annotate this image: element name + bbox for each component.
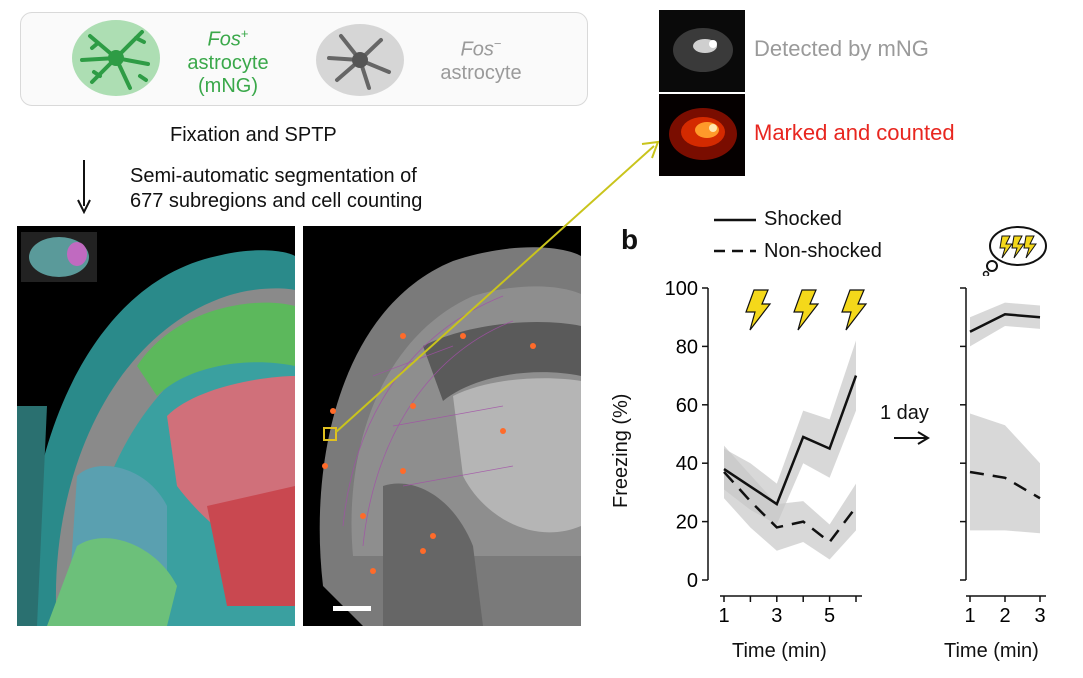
one-day-arrow-icon: [894, 431, 930, 445]
shock-bolt-icon: [745, 289, 772, 331]
fos-negative-astrocyte-icon: [316, 24, 404, 96]
x-tick-label: 1: [964, 605, 975, 627]
x-axis-title-right: Time (min): [944, 640, 1039, 662]
error-band-0: [970, 302, 1040, 347]
panel-letter-b: b: [621, 224, 639, 255]
shock-bolt-icon: [841, 289, 868, 331]
x-tick-label: 2: [999, 605, 1010, 627]
y-tick-label: 20: [676, 512, 698, 534]
one-day-label: 1 day: [880, 402, 929, 424]
y-tick-label: 40: [676, 453, 698, 475]
freezing-chart-day1: 0 20 40 60 80 100 1 3 5: [665, 278, 862, 627]
legend-lines: [714, 218, 756, 253]
detected-label: Detected by mNG: [754, 36, 929, 61]
marked-label: Marked and counted: [754, 120, 955, 145]
x-axis-title-left: Time (min): [732, 640, 827, 662]
series-line-1: [723, 471, 857, 544]
y-tick-label: 100: [665, 278, 698, 300]
brain-section-panel: [303, 226, 581, 626]
fos-positive-label: Fos+ astrocyte (mNG): [187, 26, 269, 97]
legend-shocked-label: Shocked: [764, 208, 842, 230]
error-band-0: [724, 340, 856, 525]
shock-bolt-icon: [793, 289, 820, 331]
detected-thumbnail: [659, 10, 745, 92]
legend-non-shocked-label: Non-shocked: [764, 240, 882, 262]
scale-bar: [333, 606, 371, 611]
error-band-1: [724, 445, 856, 560]
step-segmentation-label: Semi-automatic segmentation of 677 subreg…: [130, 165, 423, 212]
memory-thought-bubble-icon: [982, 226, 1047, 276]
step-fixation-label: Fixation and SPTP: [170, 124, 337, 146]
x-tick-label: 5: [824, 605, 835, 627]
y-tick-label: 80: [676, 336, 698, 358]
x-tick-label: 1: [718, 605, 729, 627]
fos-negative-label: Fos− astrocyte: [440, 36, 522, 84]
down-arrow-icon: [77, 160, 91, 214]
marked-thumbnail: [659, 94, 745, 176]
x-tick-label: 3: [771, 605, 782, 627]
callout-arrow-icon: [335, 140, 660, 433]
x-tick-label: 3: [1034, 605, 1045, 627]
error-band-1: [970, 413, 1040, 534]
y-tick-label: 0: [687, 570, 698, 592]
y-tick-label: 60: [676, 395, 698, 417]
freezing-chart-day2: 1 2 3: [960, 287, 1046, 627]
fos-positive-astrocyte-icon: [72, 20, 160, 96]
series-line-0: [723, 375, 858, 506]
shock-bolts: [745, 289, 868, 331]
brain-atlas-panel: [17, 226, 295, 626]
y-axis-title: Freezing (%): [610, 393, 632, 508]
